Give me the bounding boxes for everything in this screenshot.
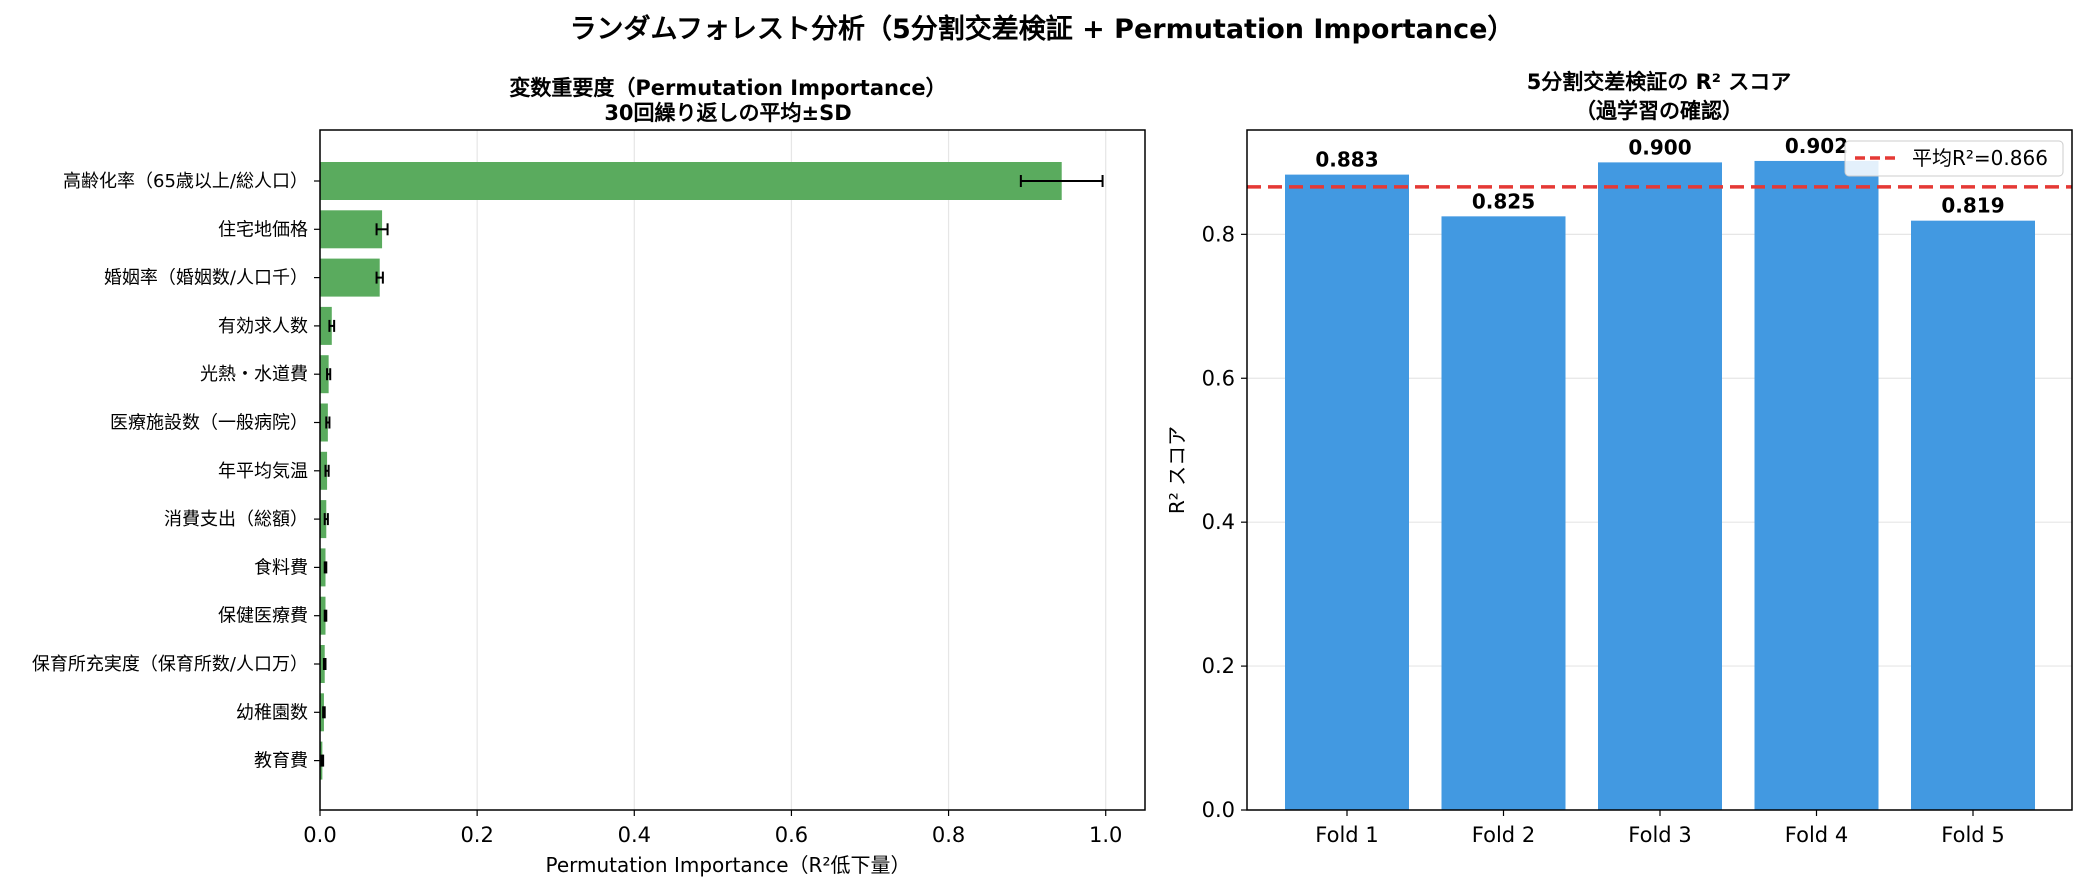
- importance-x-tick-label: 0.0: [303, 823, 336, 847]
- importance-bar: [320, 306, 332, 345]
- importance-y-tick-label: 住宅地価格: [218, 219, 308, 240]
- importance-bar: [320, 645, 325, 683]
- figure-title: ランダムフォレスト分析（5分割交差検証 + Permutation Import…: [570, 13, 1515, 45]
- cv-chart-title: 5分割交差検証の R² スコア: [1527, 70, 1792, 94]
- importance-x-tick-label: 0.6: [775, 823, 808, 847]
- cv-bars: [1285, 160, 2035, 811]
- cv-bar: [1598, 162, 1722, 810]
- importance-y-tick-label: 保健医療費: [218, 606, 308, 627]
- importance-y-tick-label: 教育費: [254, 751, 308, 772]
- cv-bar: [1285, 174, 1409, 810]
- importance-y-tick-label: 消費支出（総額）: [164, 509, 308, 530]
- importance-bar: [320, 548, 326, 587]
- cv-bar-value-label: 0.825: [1472, 189, 1535, 213]
- importance-bar: [320, 693, 324, 732]
- cv-y-tick-label: 0.2: [1202, 654, 1235, 678]
- importance-plot-frame: [319, 129, 1146, 811]
- cv-y-tick-label: 0.0: [1202, 798, 1235, 822]
- importance-x-axis-label: Permutation Importance（R²低下量）: [546, 853, 911, 877]
- cv-bar: [1754, 160, 1879, 811]
- importance-y-tick-label: 光熱・水道費: [200, 364, 308, 385]
- importance-bar: [320, 210, 383, 249]
- cv-bar-value-label: 0.900: [1628, 135, 1691, 159]
- importance-x-tick-label: 1.0: [1089, 823, 1122, 847]
- importance-chart: 変数重要度（Permutation Importance） 30回繰り返しの平均…: [32, 76, 1146, 877]
- cv-bar-value-labels: 0.883 0.825 0.900 0.902 0.819: [1315, 134, 2004, 218]
- importance-bar: [320, 355, 329, 394]
- cv-bar: [1441, 216, 1566, 810]
- cv-chart-subtitle: （過学習の確認）: [1575, 99, 1743, 123]
- cv-bar: [1911, 220, 2035, 810]
- cv-y-ticks: 0.0 0.2 0.4 0.6 0.8: [1202, 222, 1247, 822]
- importance-y-tick-label: 幼稚園数: [236, 702, 308, 723]
- importance-bar: [320, 162, 1062, 200]
- cv-bar-value-label: 0.883: [1315, 148, 1378, 172]
- cv-x-ticks: Fold 1 Fold 2 Fold 3 Fold 4 Fold 5: [1315, 810, 2005, 847]
- importance-x-ticks: 0.0 0.2 0.4 0.6 0.8 1.0: [303, 810, 1122, 847]
- importance-y-tick-label: 高齢化率（65歳以上/総人口）: [63, 171, 308, 192]
- legend-box: [1844, 140, 2064, 177]
- importance-bar: [320, 500, 327, 539]
- importance-y-tick-label: 食料費: [254, 557, 308, 578]
- importance-bar: [320, 596, 326, 635]
- importance-chart-title: 変数重要度（Permutation Importance）: [509, 76, 946, 100]
- importance-y-tick-label: 年平均気温: [218, 461, 308, 482]
- importance-bars: [320, 162, 1062, 780]
- importance-x-tick-label: 0.4: [618, 823, 651, 847]
- cv-bar-value-label: 0.902: [1785, 134, 1848, 158]
- importance-bar: [320, 258, 380, 297]
- importance-gridlines: [319, 130, 1107, 810]
- cv-y-tick-label: 0.6: [1202, 366, 1235, 390]
- importance-y-tick-label: 医療施設数（一般病院）: [110, 413, 308, 434]
- cv-score-chart: 5分割交差検証の R² スコア （過学習の確認） 0.883 0.825 0.900…: [1165, 70, 2073, 847]
- cv-bar-value-label: 0.819: [1941, 194, 2004, 218]
- importance-y-tick-label: 婚姻率（婚姻数/人口千）: [104, 268, 308, 289]
- cv-x-tick-label: Fold 3: [1628, 823, 1691, 847]
- cv-x-tick-label: Fold 2: [1472, 823, 1535, 847]
- importance-error-bars: [320, 175, 1104, 767]
- cv-x-tick-label: Fold 1: [1315, 823, 1378, 847]
- importance-chart-subtitle: 30回繰り返しの平均±SD: [604, 101, 851, 125]
- cv-y-tick-label: 0.4: [1202, 510, 1235, 534]
- cv-y-axis-label: R² スコア: [1165, 426, 1189, 514]
- cv-x-tick-label: Fold 5: [1941, 823, 2004, 847]
- importance-x-tick-label: 0.8: [932, 823, 965, 847]
- cv-y-tick-label: 0.8: [1202, 222, 1235, 246]
- cv-plot-frame: [1246, 129, 2073, 811]
- cv-legend: 平均R²=0.866: [1844, 140, 2064, 177]
- importance-y-tick-label: 有効求人数: [218, 316, 308, 337]
- legend-mean-label: 平均R²=0.866: [1912, 146, 2048, 170]
- importance-bar: [320, 403, 328, 442]
- importance-y-tick-label: 保育所充実度（保育所数/人口万）: [32, 654, 308, 675]
- cv-x-tick-label: Fold 4: [1785, 823, 1848, 847]
- importance-bar: [320, 451, 328, 490]
- importance-x-tick-label: 0.2: [460, 823, 493, 847]
